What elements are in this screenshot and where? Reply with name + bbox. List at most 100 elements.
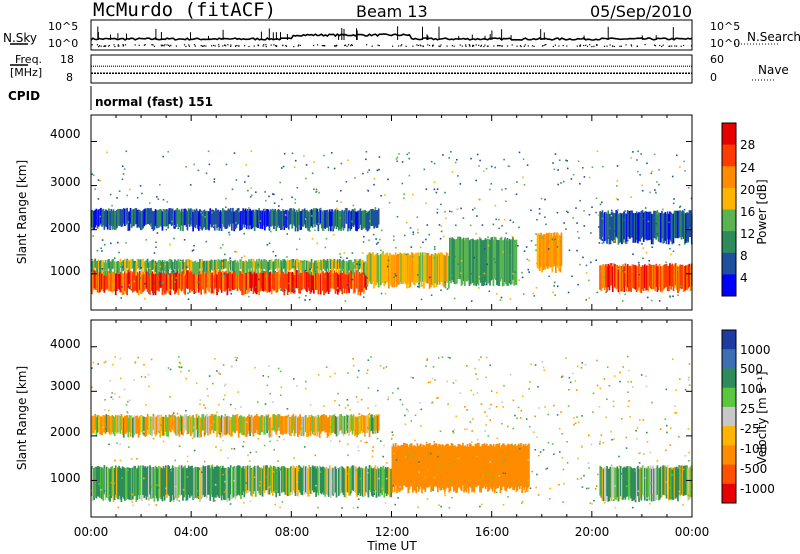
velocity-heatmap-cell xyxy=(246,465,249,491)
velocity-scatter-cell xyxy=(185,377,187,380)
power-scatter-cell xyxy=(523,250,526,252)
power-scatter-cell xyxy=(577,160,580,163)
power-heatmap-cell xyxy=(311,270,314,290)
noise-search-dot xyxy=(108,44,111,47)
velocity-heatmap-cell xyxy=(145,467,148,500)
power-scatter-cell xyxy=(340,162,343,165)
power-heatmap-cell xyxy=(210,209,213,228)
power-heatmap-cell xyxy=(482,240,484,286)
power-heatmap-cell xyxy=(300,271,303,291)
power-heatmap-cell xyxy=(152,259,155,270)
velocity-scatter-cell xyxy=(178,500,181,502)
xtick-1: 04:00 xyxy=(173,525,209,539)
velocity-scatter-cell xyxy=(286,408,289,410)
velocity-scatter-cell xyxy=(220,432,223,434)
power-scatter-cell xyxy=(677,294,679,296)
power-heatmap-cell xyxy=(116,271,118,291)
power-scatter-cell xyxy=(552,162,554,164)
power-heatmap-cell xyxy=(128,260,131,273)
velocity-heatmap-cell xyxy=(272,468,274,496)
velocity-scatter-cell xyxy=(559,451,561,453)
power-scatter-cell xyxy=(510,254,513,257)
velocity-heatmap-cell xyxy=(674,467,677,499)
velocity-heatmap-cell xyxy=(371,468,373,496)
velocity-heatmap-cell xyxy=(622,467,624,500)
power-scatter-cell xyxy=(287,217,289,220)
velocity-heatmap-cell xyxy=(464,445,466,491)
velocity-heatmap-cell xyxy=(273,465,275,492)
power-heatmap-cell xyxy=(500,236,503,280)
velocity-scatter-cell xyxy=(228,418,231,420)
power-heatmap-cell xyxy=(363,210,365,229)
power-heatmap-cell xyxy=(109,261,111,273)
power-heatmap-cell xyxy=(264,259,266,269)
power-scatter-cell xyxy=(338,287,340,290)
power-scatter-cell xyxy=(656,212,659,215)
velocity-scatter-cell xyxy=(638,462,641,464)
power-heatmap-cell xyxy=(364,269,366,288)
noise-search-dot xyxy=(432,45,434,47)
velocity-scatter-cell xyxy=(561,457,564,459)
power-heatmap-cell xyxy=(257,272,259,293)
power-heatmap-cell xyxy=(333,210,336,229)
noise-search-dot xyxy=(625,44,627,46)
velocity-heatmap-cell xyxy=(480,446,482,493)
velocity-heatmap-cell xyxy=(483,443,486,487)
velocity-scatter-cell xyxy=(315,484,317,487)
velocity-heatmap-cell xyxy=(283,466,286,493)
velocity-heatmap-cell xyxy=(170,468,173,501)
power-heatmap-cell xyxy=(497,240,499,286)
power-scatter-cell xyxy=(632,253,634,255)
power-heatmap-cell xyxy=(340,261,342,273)
power-heatmap-cell xyxy=(300,261,303,273)
power-scatter-cell xyxy=(624,293,626,296)
velocity-heatmap-cell xyxy=(649,465,652,496)
power-heatmap-cell xyxy=(174,273,176,295)
velocity-scatter-cell xyxy=(636,427,639,429)
noise-search-dot xyxy=(465,45,467,47)
power-scatter-cell xyxy=(179,259,182,262)
power-heatmap-cell xyxy=(621,213,623,245)
power-heatmap-cell xyxy=(348,272,350,294)
power-heatmap-cell xyxy=(322,211,324,231)
velocity-scatter-cell xyxy=(186,476,189,478)
power-heatmap-cell xyxy=(331,260,333,271)
power-heatmap-cell xyxy=(150,271,152,291)
power-heatmap-cell xyxy=(208,271,210,293)
power-heatmap-cell xyxy=(308,261,311,274)
power-heatmap-cell xyxy=(630,266,632,293)
velocity-scatter-cell xyxy=(128,446,130,448)
velocity-heatmap-cell xyxy=(121,466,124,497)
power-heatmap-cell xyxy=(179,211,182,231)
power-heatmap-cell xyxy=(240,271,242,292)
power-scatter-cell xyxy=(101,250,103,252)
noise-search-dot xyxy=(405,45,407,47)
power-heatmap-cell xyxy=(142,210,144,229)
power-scatter-cell xyxy=(541,237,544,239)
power-colorbar-tick-1: 24 xyxy=(740,161,756,175)
power-heatmap-cell xyxy=(689,265,692,291)
velocity-heatmap-cell xyxy=(462,442,464,486)
velocity-heatmap-cell xyxy=(200,417,202,437)
velocity-heatmap-cell xyxy=(364,416,366,434)
power-heatmap-cell xyxy=(211,272,214,294)
velocity-scatter-cell xyxy=(519,417,522,419)
power-heatmap-cell xyxy=(216,210,218,229)
power-scatter-cell xyxy=(213,178,216,180)
power-heatmap-cell xyxy=(300,211,303,230)
power-scatter-cell xyxy=(221,265,224,268)
power-scatter-cell xyxy=(583,210,585,212)
noise-search-dot xyxy=(273,44,275,46)
power-heatmap-cell xyxy=(314,270,316,289)
noise-search-dot xyxy=(108,45,110,47)
noise-search-dot xyxy=(420,45,422,47)
noise-search-dot xyxy=(138,44,140,46)
power-colorbar-swatch xyxy=(722,187,736,210)
power-heatmap-cell xyxy=(281,271,283,291)
power-heatmap-cell xyxy=(215,208,217,225)
velocity-scatter-cell xyxy=(523,451,525,453)
velocity-heatmap-cell xyxy=(352,465,355,491)
power-scatter-cell xyxy=(317,222,320,225)
power-scatter-cell xyxy=(429,276,431,279)
power-heatmap-cell xyxy=(235,262,238,276)
